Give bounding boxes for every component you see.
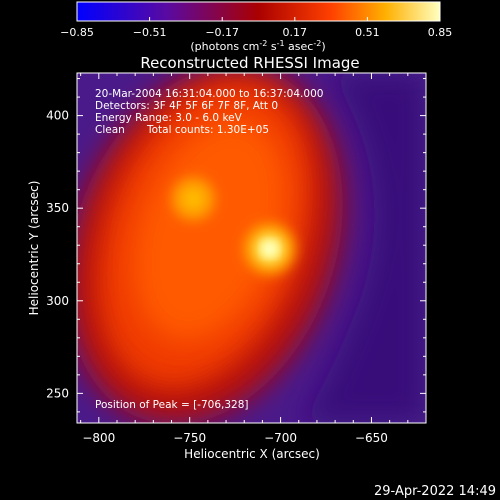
colorbar: −0.85 −0.51 −0.17 0.17 0.51 0.85 (photons cm-… <box>60 1 452 53</box>
heatmap-image <box>77 73 426 423</box>
y-axis-ticks: 250 300 350 400 <box>46 78 426 413</box>
x-tick-label: −650 <box>355 431 388 445</box>
x-axis-label: Heliocentric X (arcsec) <box>184 447 320 461</box>
annotation-total-counts: Total counts: 1.30E+05 <box>146 124 269 136</box>
plot-frame <box>76 72 427 424</box>
x-tick-label: −750 <box>173 431 206 445</box>
y-tick-label: 350 <box>46 201 69 215</box>
y-tick-label: 400 <box>46 109 69 123</box>
colorbar-tick-label: 0.85 <box>428 26 453 39</box>
x-tick-label: −800 <box>82 431 115 445</box>
chart-title: Reconstructed RHESSI Image <box>140 54 359 72</box>
annotation-time-range: 20-Mar-2004 16:31:04.000 to 16:37:04.000 <box>95 88 323 100</box>
y-tick-label: 300 <box>46 294 69 308</box>
annotation-detectors: Detectors: 3F 4F 5F 6F 7F 8F, Att 0 <box>95 100 278 112</box>
x-tick-label: −700 <box>264 431 297 445</box>
y-tick-label: 250 <box>46 386 69 400</box>
colorbar-tick-label: −0.85 <box>60 26 94 39</box>
secondary-source-core <box>183 188 204 209</box>
colorbar-tick-label: 0.17 <box>283 26 308 39</box>
annotation-clean: Clean <box>95 124 125 136</box>
peak-sources <box>171 176 296 275</box>
x-axis-ticks: −800 −750 −700 −650 <box>80 73 409 445</box>
colorbar-gradient <box>76 1 441 22</box>
colorbar-unit-label: (photons cm-2 s-1 asec-2) <box>190 39 325 53</box>
footer-date: 29-Apr-2022 14:49 <box>374 484 496 499</box>
peak-position-label: Position of Peak = [-706,328] <box>95 399 249 411</box>
colorbar-ticks: −0.85 −0.51 −0.17 0.17 0.51 0.85 <box>60 17 452 39</box>
colorbar-tick-label: −0.51 <box>133 26 167 39</box>
inner-emission <box>133 119 287 341</box>
dark-limb-arc <box>300 73 426 423</box>
y-axis-label: Heliocentric Y (arcsec) <box>27 181 41 316</box>
observation-annotations: 20-Mar-2004 16:31:04.000 to 16:37:04.000… <box>95 88 323 136</box>
peak-source-center <box>263 242 276 255</box>
colorbar-tick-label: −0.17 <box>205 26 239 39</box>
colorbar-tick-label: 0.51 <box>355 26 380 39</box>
annotation-energy-range: Energy Range: 3.0 - 6.0 keV <box>95 112 243 124</box>
